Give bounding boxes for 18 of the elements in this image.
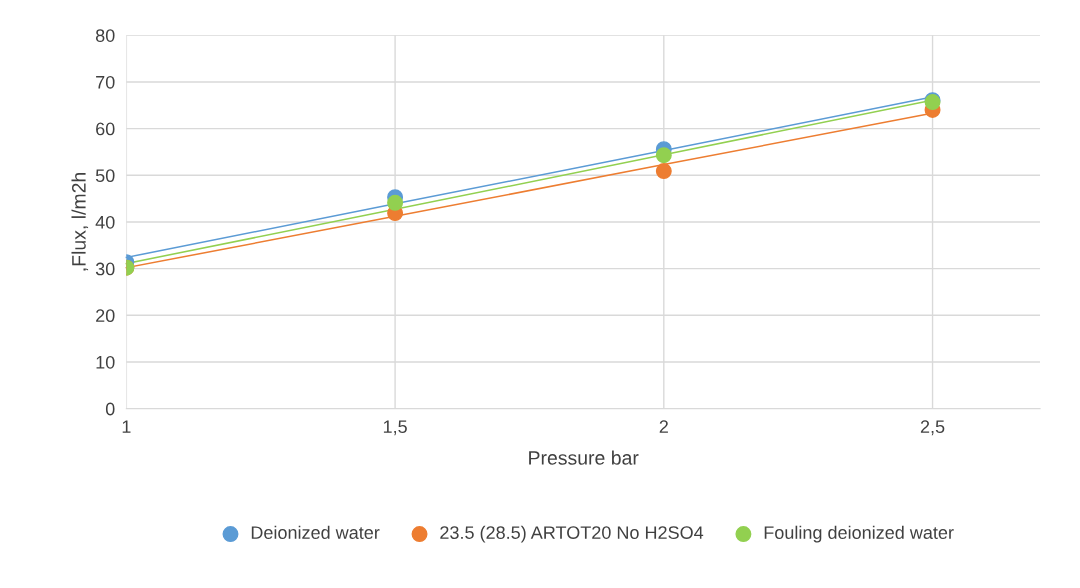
y-axis-title: ,Flux, l/m2h (71, 172, 89, 271)
x-tick-label: 1 (122, 420, 131, 433)
legend-label: 23.5 (28.5) ARTOT20 No H2SO4 (440, 525, 704, 543)
legend-label: Deionized water (251, 525, 380, 539)
x-axis-title: Pressure bar (529, 450, 639, 465)
y-tick-label: 60 (96, 122, 115, 136)
legend-label: Fouling deionized water (764, 525, 954, 543)
x-tick-label: 1,5 (383, 420, 407, 436)
y-tick-label: 0 (105, 402, 115, 416)
y-tick-label: 30 (95, 262, 115, 276)
y-tick-label: 80 (95, 29, 115, 42)
x-tick-label: 2,5 (920, 420, 945, 436)
y-tick-label: 10 (96, 355, 115, 369)
y-tick-label: 20 (96, 309, 115, 323)
y-tick-label: 50 (95, 169, 115, 183)
y-tick-label: 40 (95, 215, 115, 229)
y-tick-label: 70 (96, 75, 115, 89)
x-tick-label: 2 (659, 420, 668, 433)
